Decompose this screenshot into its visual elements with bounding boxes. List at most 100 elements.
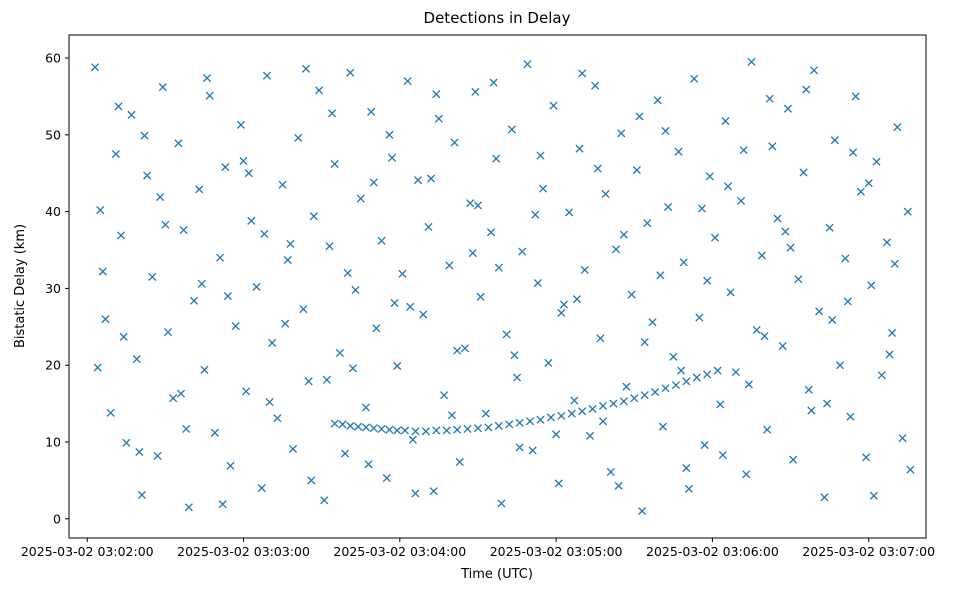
data-point-clutter — [351, 285, 360, 295]
x-axis-label: Time (UTC) — [460, 567, 533, 582]
data-point-clutter — [820, 493, 829, 502]
data-point-clutter — [492, 154, 501, 163]
data-point-clutter — [632, 166, 641, 175]
data-point-clutter — [489, 78, 498, 87]
data-point-clutter — [815, 307, 824, 316]
data-point-clutter — [341, 449, 350, 458]
data-point-clutter — [736, 196, 746, 205]
data-point-clutter — [216, 253, 225, 262]
data-point-clutter — [544, 358, 553, 367]
data-point-clutter — [260, 229, 269, 238]
data-point-clutter — [656, 271, 665, 280]
data-point-clutter — [614, 481, 623, 490]
data-point-track — [484, 423, 493, 432]
data-point-track — [385, 425, 394, 434]
data-point-clutter — [242, 387, 251, 396]
y-tick-label: 60 — [45, 51, 61, 66]
data-point-clutter — [862, 453, 871, 462]
data-point-clutter — [669, 352, 678, 361]
data-point-clutter — [841, 254, 850, 263]
data-point-clutter — [369, 178, 378, 187]
data-point-clutter — [419, 310, 428, 319]
data-point-clutter — [252, 282, 261, 291]
data-point-clutter — [596, 334, 605, 343]
data-point-clutter — [140, 131, 149, 140]
data-point-clutter — [460, 344, 469, 353]
data-point-clutter — [851, 92, 860, 101]
data-point-clutter — [346, 68, 355, 77]
data-point-track — [361, 423, 371, 432]
data-point-clutter — [176, 389, 186, 398]
data-point-clutter — [257, 484, 266, 493]
data-point-track — [421, 427, 430, 436]
data-point-clutter — [682, 464, 691, 473]
data-point-clutter — [210, 428, 219, 437]
data-point-clutter — [114, 102, 123, 111]
data-point-clutter — [361, 403, 371, 412]
data-point-clutter — [697, 204, 707, 213]
data-point-track — [473, 424, 483, 433]
data-point-clutter — [570, 396, 579, 405]
data-point-clutter — [822, 399, 832, 408]
data-point-clutter — [90, 63, 100, 72]
data-point-track — [515, 418, 524, 427]
data-point-clutter — [690, 74, 699, 83]
data-point-clutter — [179, 225, 188, 235]
data-point-track — [442, 426, 451, 435]
data-point-clutter — [789, 455, 798, 464]
data-point-track — [703, 370, 712, 379]
data-point-track — [557, 411, 566, 420]
x-tick-label: 2025-03-02 03:03:00 — [177, 544, 310, 559]
data-point-track — [651, 388, 660, 397]
data-point-clutter — [265, 398, 274, 407]
data-point-clutter — [148, 272, 157, 281]
y-tick-label: 20 — [45, 358, 61, 373]
data-point-clutter — [453, 346, 462, 355]
data-point-clutter — [849, 148, 858, 157]
data-point-clutter — [197, 279, 206, 288]
data-point-clutter — [325, 242, 334, 251]
data-point-track — [578, 407, 587, 416]
data-point-clutter — [643, 219, 652, 228]
data-point-clutter — [309, 212, 318, 221]
data-point-clutter — [434, 114, 443, 123]
axes-frame — [68, 34, 927, 539]
data-point-clutter — [864, 179, 873, 188]
data-point-clutter — [387, 153, 397, 162]
data-point-track — [546, 413, 555, 422]
data-point-clutter — [760, 331, 769, 341]
data-point-clutter — [445, 261, 454, 270]
data-point-clutter — [695, 313, 704, 322]
data-point-clutter — [726, 288, 735, 297]
data-point-track — [536, 415, 545, 424]
data-point-clutter — [111, 149, 120, 159]
data-point-clutter — [882, 238, 891, 247]
data-point-track — [463, 424, 472, 434]
data-point-clutter — [539, 184, 548, 193]
data-point-clutter — [622, 382, 631, 391]
data-point-clutter — [486, 228, 496, 237]
data-point-clutter — [898, 434, 907, 443]
data-point-track — [346, 421, 355, 430]
data-point-clutter — [559, 300, 568, 309]
data-point-clutter — [117, 231, 126, 240]
data-point-clutter — [468, 249, 477, 258]
data-point-track — [526, 417, 535, 426]
data-point-clutter — [385, 130, 394, 139]
data-point-clutter — [716, 400, 725, 409]
data-point-clutter — [598, 417, 608, 426]
data-point-track — [671, 381, 680, 390]
data-point-clutter — [572, 295, 582, 304]
data-point-clutter — [169, 394, 178, 403]
data-point-clutter — [783, 104, 793, 113]
data-point-clutter — [515, 443, 524, 452]
data-point-clutter — [406, 302, 415, 311]
data-point-clutter — [471, 87, 480, 96]
data-point-clutter — [674, 147, 683, 156]
data-point-clutter — [132, 355, 141, 364]
data-point-clutter — [661, 126, 670, 136]
y-axis-ticks: 0 10 20 30 40 50 60 — [45, 51, 69, 526]
data-point-clutter — [828, 315, 837, 324]
data-point-clutter — [802, 85, 811, 94]
data-point-track — [713, 366, 722, 375]
